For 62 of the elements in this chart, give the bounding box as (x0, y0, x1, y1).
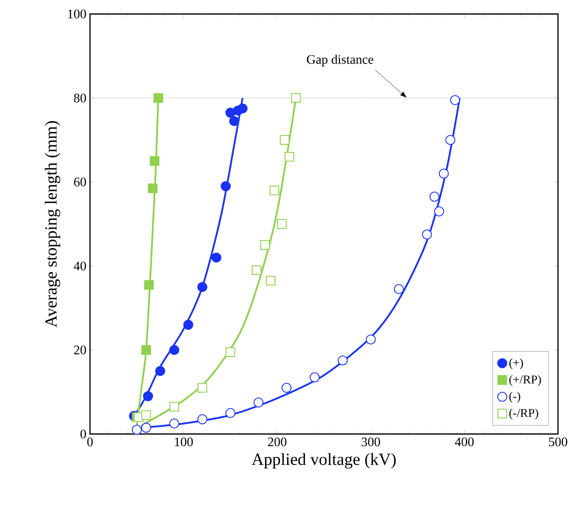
point (169, 344, 180, 356)
point (253, 397, 264, 408)
ref-line-label: Gap distance (306, 54, 374, 66)
point (141, 345, 151, 355)
point (450, 95, 460, 106)
legend-label: (+/RP) (509, 375, 541, 386)
x-tick-label: 0 (87, 438, 93, 446)
legend-label: (-) (509, 392, 520, 403)
point (229, 116, 240, 126)
y-tick-label: 20 (74, 346, 86, 354)
point (225, 408, 236, 418)
y-tick-label: 0 (80, 430, 86, 438)
x-tick-label: 200 (268, 438, 286, 446)
point (310, 372, 320, 382)
point (266, 276, 276, 286)
point (211, 252, 222, 263)
point (148, 183, 158, 194)
point (169, 402, 180, 412)
x-tick-label: 400 (454, 438, 474, 446)
point (143, 391, 154, 402)
point (132, 424, 142, 435)
point (338, 355, 348, 366)
point (141, 410, 151, 420)
point (153, 93, 164, 103)
legend-label: (-/RP) (509, 408, 538, 420)
point (422, 229, 432, 240)
point (282, 382, 292, 393)
point (169, 418, 180, 429)
point (252, 265, 262, 276)
point (366, 334, 376, 345)
point (144, 280, 154, 290)
point (183, 320, 194, 330)
x-tick-label: 100 (175, 438, 193, 446)
x-tick-label: 500 (549, 438, 568, 446)
point (270, 186, 280, 196)
y-tick-label: 80 (74, 94, 86, 102)
point (438, 168, 449, 179)
y-tick-label: 40 (74, 262, 86, 270)
y-tick-label: 100 (68, 10, 86, 18)
y-tick-label: 60 (74, 178, 86, 186)
point (394, 284, 404, 294)
point (220, 181, 231, 192)
point (197, 414, 208, 424)
point (150, 156, 160, 166)
point (260, 240, 270, 250)
point (197, 282, 208, 292)
x-tick-label: 300 (362, 438, 380, 446)
point (155, 366, 166, 376)
point (429, 192, 440, 202)
point (226, 347, 236, 357)
y-axis-title: Average stopping length (mm) (44, 121, 60, 328)
point (284, 152, 294, 162)
point (434, 206, 444, 216)
point (141, 422, 152, 433)
point (280, 135, 290, 145)
point (238, 103, 248, 114)
point (197, 382, 208, 393)
point (291, 93, 301, 103)
x-axis-title: Applied voltage (kV) (252, 453, 396, 469)
point (277, 219, 287, 229)
point (445, 134, 456, 146)
legend-label: (+) (509, 358, 523, 370)
